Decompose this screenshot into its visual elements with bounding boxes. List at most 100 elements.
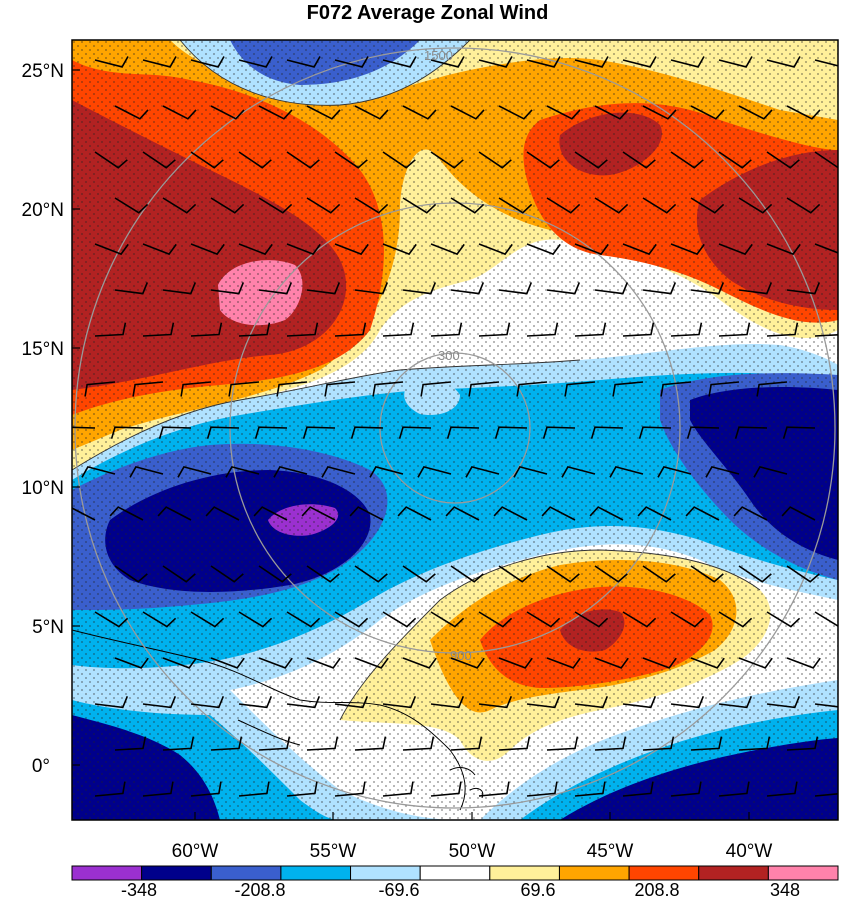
wind-barb	[814, 243, 838, 254]
wind-barb	[738, 736, 771, 751]
wind-barb	[273, 465, 308, 478]
wind-barb	[306, 282, 341, 295]
wind-barb	[622, 322, 655, 337]
lat-label-15n: 15°N	[22, 339, 64, 360]
wind-barb	[369, 465, 404, 478]
wind-barb	[72, 507, 96, 521]
wind-barb	[546, 565, 580, 583]
wind-barb	[738, 657, 773, 669]
lon-label-45w: 45°W	[587, 841, 634, 862]
wind-barb	[417, 465, 452, 478]
wind-barb	[450, 282, 485, 295]
colorbar-label-1: -348	[121, 880, 157, 900]
wind-barb	[162, 197, 197, 214]
wind-barb	[190, 243, 225, 256]
wind-barb	[210, 565, 244, 583]
wind-barb	[354, 197, 389, 214]
wind-barb	[786, 197, 821, 214]
significance-stippling	[72, 40, 838, 820]
wind-barb	[622, 781, 654, 797]
wind-barb	[114, 657, 149, 669]
wind-barb	[382, 695, 417, 709]
wind-barb	[349, 506, 384, 521]
wind-barb	[590, 426, 624, 439]
wind-barb	[594, 282, 629, 295]
wind-barb	[516, 381, 548, 397]
wind-barb	[382, 322, 415, 337]
wind-barb	[670, 322, 703, 337]
wind-barb	[228, 381, 260, 397]
wind-barb	[402, 105, 437, 120]
wind-barb	[526, 243, 561, 256]
wind-barb	[258, 105, 293, 120]
range-ring-label-1500: 1500	[424, 48, 453, 63]
colorbar-label-6: 348	[770, 880, 800, 900]
wind-barb	[526, 695, 561, 709]
wind-barb	[402, 197, 437, 214]
contour-line-north	[72, 359, 581, 471]
wind-barb	[142, 56, 177, 68]
wind-barb	[622, 611, 657, 628]
wind-barb	[286, 781, 318, 797]
wind-barb	[162, 282, 197, 295]
wind-barb	[450, 105, 485, 120]
colorbar-swatch-3	[210, 865, 282, 881]
wind-barb	[594, 565, 628, 583]
wind-barb	[814, 793, 838, 797]
wind-barb	[574, 695, 609, 709]
map-title: F072 Average Zonal Wind	[306, 2, 549, 24]
wind-barb	[685, 506, 720, 521]
wind-barb	[526, 611, 561, 628]
wind-barb	[718, 56, 753, 68]
wind-barb	[430, 243, 465, 256]
wind-barb	[498, 657, 533, 669]
wind-barb	[142, 243, 177, 256]
wind-barb	[334, 611, 369, 628]
wind-barb	[225, 465, 260, 478]
wind-barb	[718, 322, 751, 337]
wind-barb	[402, 657, 437, 669]
wind-barb	[564, 381, 596, 397]
wind-barb	[238, 151, 272, 169]
wind-barb	[498, 282, 533, 295]
wind-barb	[238, 56, 273, 68]
wind-barb	[382, 781, 414, 797]
wind-barb	[814, 611, 838, 627]
wind-barb	[594, 736, 627, 751]
wind-barb	[354, 736, 387, 751]
wind-barb	[546, 736, 579, 751]
wind-barb	[129, 465, 164, 478]
wind-barb	[478, 56, 513, 68]
wind-barb	[258, 565, 292, 583]
wind-barb	[718, 695, 753, 709]
colorbar-label-3: -69.6	[378, 880, 419, 900]
wind-barb	[782, 426, 816, 439]
wind-barb	[574, 611, 609, 628]
wind-barb	[814, 59, 838, 67]
wind-barb	[72, 426, 96, 429]
wind-barb	[81, 465, 116, 478]
wind-barb	[382, 611, 417, 628]
wind-barb	[398, 426, 432, 439]
wind-barb	[478, 243, 513, 256]
wind-barb	[94, 322, 127, 337]
colorbar-label-4: 69.6	[520, 880, 555, 900]
wind-barb	[690, 105, 725, 120]
lat-label-5n: 5°N	[32, 617, 64, 638]
wind-barb	[430, 322, 463, 337]
colorbar-swatch-7	[489, 865, 560, 881]
wind-barb	[162, 565, 196, 583]
colorbar	[71, 865, 839, 881]
wind-barb	[286, 151, 320, 169]
wind-barb	[324, 381, 356, 397]
wind-barb	[546, 282, 581, 295]
wind-barb	[114, 197, 149, 214]
wind-barb	[465, 465, 500, 478]
wind-barb	[498, 197, 533, 214]
wind-barb	[670, 56, 705, 68]
wind-barb	[657, 465, 692, 478]
wind-barb	[372, 381, 404, 397]
range-ring-label-900: 900	[450, 648, 472, 663]
wind-barb	[142, 781, 174, 797]
wind-barb	[738, 105, 773, 120]
